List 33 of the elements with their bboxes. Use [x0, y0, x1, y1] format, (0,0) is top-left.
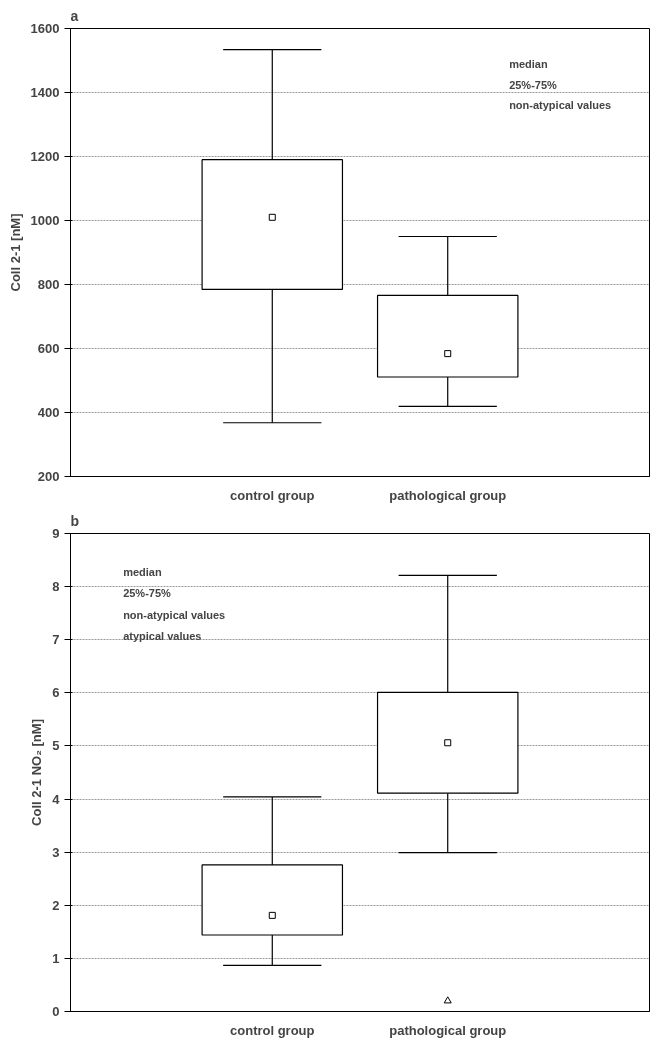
- y-tick-label: 1000: [30, 213, 60, 228]
- y-tick-label: 8: [52, 579, 60, 595]
- y-tick-label: 600: [37, 341, 60, 356]
- y-tick-label: 1400: [30, 85, 60, 100]
- x-tick-label: control group: [230, 487, 315, 503]
- y-tick-label: 1: [52, 950, 60, 966]
- y-axis-title: Coll 2-1 [nM]: [7, 213, 23, 292]
- annotation: non-atypical values: [123, 608, 226, 621]
- y-tick-label: 800: [37, 277, 60, 292]
- y-tick-label: 9: [52, 526, 60, 541]
- y-tick-label: 2: [52, 897, 60, 913]
- y-tick-label: 6: [52, 685, 60, 701]
- annotation: median: [509, 58, 548, 71]
- y-tick-label: 3: [52, 844, 60, 860]
- annotation: atypical values: [123, 630, 202, 643]
- annotation: median: [123, 565, 162, 578]
- annotation: 25%-75%: [509, 78, 558, 91]
- y-tick-label: 5: [52, 738, 60, 754]
- y-tick-label: 4: [52, 791, 61, 807]
- y-tick-label: 1600: [30, 21, 60, 36]
- y-tick-label: 0: [52, 1004, 60, 1019]
- y-tick-label: 7: [52, 632, 60, 648]
- x-tick-label: control group: [230, 1022, 315, 1038]
- chart-title: b: [70, 512, 80, 529]
- y-axis-title: Coll 2-1 NO₂ [nM]: [29, 719, 45, 826]
- annotation: 25%-75%: [123, 587, 172, 600]
- y-tick-label: 400: [37, 405, 60, 420]
- x-tick-label: pathological group: [389, 487, 507, 503]
- chart-title: a: [70, 7, 79, 24]
- x-tick-label: pathological group: [389, 1022, 507, 1038]
- y-tick-label: 1200: [30, 149, 60, 164]
- y-tick-label: 200: [37, 469, 60, 484]
- annotation: non-atypical values: [509, 98, 612, 111]
